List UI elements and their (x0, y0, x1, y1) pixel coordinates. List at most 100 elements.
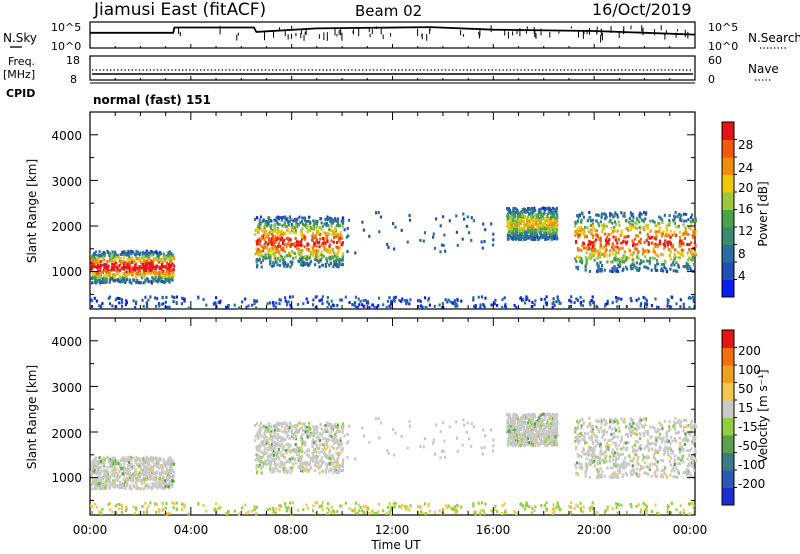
echo-cell (530, 417, 533, 421)
echo-cell (520, 217, 524, 220)
echo-cell (520, 423, 524, 426)
echo-cell (326, 446, 329, 449)
echo-cell (165, 256, 168, 260)
echo-cell (481, 246, 484, 250)
echo-cell (260, 450, 263, 454)
echo-cell (120, 261, 123, 265)
echo-cell (668, 240, 671, 244)
echo-cell (161, 260, 164, 264)
echo-cell (334, 232, 338, 236)
echo-cell (146, 457, 149, 461)
echo-cell (637, 250, 640, 254)
echo-cell (318, 451, 321, 455)
echo-cell (96, 265, 99, 269)
echo-cell (599, 220, 602, 224)
echo-cell (288, 243, 291, 247)
echo-cell (118, 465, 121, 469)
echo-cell (283, 444, 286, 448)
echo-cell (540, 215, 543, 219)
echo-cell (538, 437, 541, 441)
echo-cell (150, 487, 153, 491)
echo-cell (269, 247, 273, 251)
echo-cell (340, 425, 343, 429)
echo-cell (316, 426, 319, 429)
echo-cell (323, 428, 326, 432)
echo-cell (443, 233, 446, 237)
echo-cell (321, 469, 324, 473)
echo-cell (157, 253, 160, 257)
echo-cell (295, 446, 299, 450)
echo-cell (331, 249, 334, 253)
echo-cell (115, 305, 118, 308)
echo-cell (108, 273, 111, 277)
echo-cell (547, 229, 550, 233)
echo-cell (582, 299, 585, 303)
echo-cell (163, 276, 166, 280)
echo-cell (508, 234, 511, 238)
echo-cell (339, 298, 342, 302)
echo-cell (656, 262, 659, 266)
echo-cell (428, 296, 431, 300)
echo-cell (677, 256, 680, 260)
echo-cell (133, 465, 136, 469)
echo-cell (168, 478, 171, 482)
echo-cell (587, 247, 590, 251)
echo-cell (107, 475, 110, 479)
echo-cell (305, 453, 308, 457)
echo-cell (144, 471, 147, 475)
echo-cell (591, 218, 595, 222)
echo-cell (311, 445, 314, 449)
echo-cell (312, 434, 315, 438)
echo-cell (258, 458, 261, 462)
echo-cell (145, 254, 148, 258)
echo-cell (298, 458, 301, 462)
echo-cell (328, 454, 331, 458)
echo-cell (155, 271, 158, 275)
echo-cell (555, 300, 558, 304)
echo-cell (259, 254, 262, 258)
echo-cell (332, 446, 335, 450)
echo-cell (119, 463, 122, 467)
echo-cell (637, 240, 641, 244)
echo-cell (274, 441, 277, 444)
echo-cell (342, 219, 345, 223)
echo-cell (137, 473, 140, 477)
echo-cell (130, 455, 133, 459)
echo-cell (127, 266, 130, 270)
echo-cell (532, 222, 535, 225)
echo-cell (323, 245, 326, 249)
echo-cell (656, 254, 659, 258)
echo-cell (421, 305, 424, 309)
echo-cell (268, 447, 271, 451)
echo-cell (90, 258, 93, 262)
echo-cell (568, 298, 571, 302)
echo-cell (130, 256, 133, 260)
echo-cell (506, 430, 509, 434)
echo-cell (290, 229, 293, 232)
echo-cell (330, 239, 333, 243)
echo-cell (539, 436, 542, 440)
echo-cell (142, 487, 145, 491)
echo-cell (526, 231, 530, 234)
echo-cell (292, 425, 295, 429)
echo-cell (183, 297, 186, 301)
echo-cell (665, 232, 668, 236)
echo-cell (341, 263, 344, 267)
echo-cell (301, 223, 305, 226)
echo-cell (159, 267, 162, 271)
echo-cell (610, 213, 613, 216)
echo-cell (312, 250, 315, 254)
echo-cell (290, 468, 294, 472)
echo-cell (318, 299, 321, 303)
echo-cell (111, 262, 114, 266)
echo-cell (284, 437, 287, 441)
echo-cell (631, 253, 634, 257)
echo-cell (318, 471, 321, 475)
echo-cell (278, 469, 282, 473)
echo-cell (691, 218, 694, 222)
echo-cell (258, 258, 261, 262)
echo-cell (593, 243, 596, 247)
echo-cell (150, 259, 153, 263)
echo-cell (256, 263, 259, 267)
echo-cell (385, 305, 388, 309)
